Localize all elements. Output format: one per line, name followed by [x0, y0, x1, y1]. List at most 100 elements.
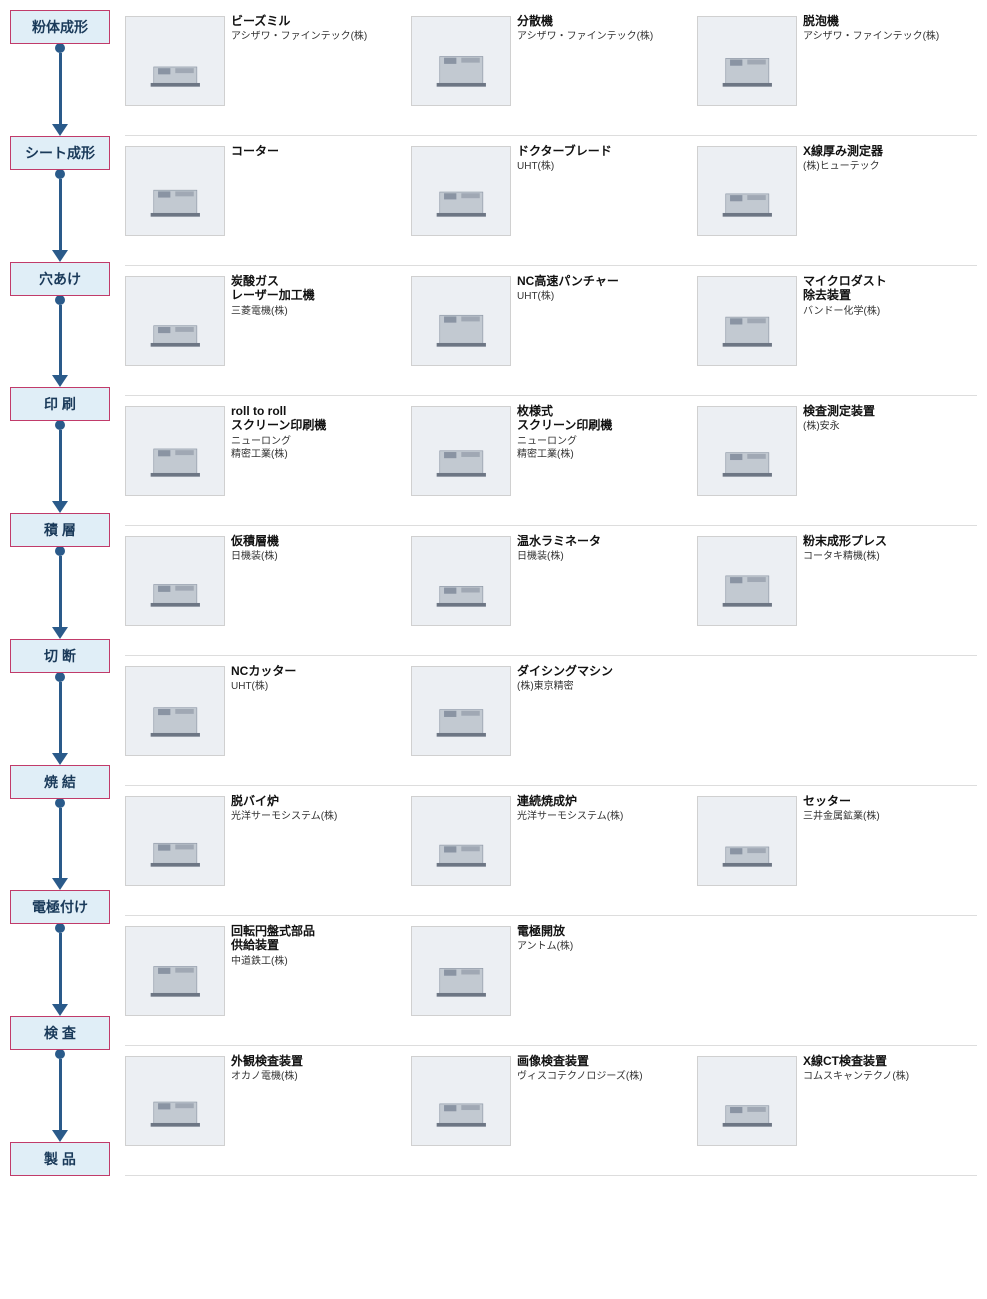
- equipment-company: アシザワ・ファインテック(株): [517, 30, 653, 43]
- equipment-row: 外観検査装置オカノ電機(株) 画像検査装置ヴィスコテクノロジーズ(株) X線CT…: [125, 1050, 977, 1176]
- machine-icon: [141, 160, 210, 222]
- arrow-down: [52, 1059, 68, 1142]
- flow-steps-column: 粉体成形 シート成形 穴あけ 印 刷 積 層 切 断 焼 結 電極付け 検 査 …: [10, 10, 110, 1176]
- machine-icon: [427, 290, 496, 352]
- equipment-title: X線厚み測定器: [803, 144, 883, 158]
- equipment-image: [125, 796, 225, 886]
- equipment-image: [411, 666, 511, 756]
- machine-icon: [427, 940, 496, 1002]
- equipment-company: 三菱電機(株): [231, 305, 315, 318]
- machine-icon: [713, 290, 782, 352]
- machine-icon: [427, 680, 496, 742]
- machine-icon: [427, 30, 496, 92]
- equipment-company: オカノ電機(株): [231, 1070, 303, 1083]
- equipment-company: ニューロング 精密工業(株): [517, 435, 612, 461]
- equipment-image: [697, 16, 797, 106]
- equipment-item: 外観検査装置オカノ電機(株): [125, 1050, 405, 1146]
- equipment-item: NC高速パンチャー UHT(株): [411, 270, 691, 366]
- equipment-item: セッター三井金属鉱業(株): [697, 790, 977, 886]
- step-printing: 印 刷: [10, 387, 110, 421]
- equipment-text: セッター三井金属鉱業(株): [803, 790, 880, 823]
- machine-icon: [141, 940, 210, 1002]
- machine-icon: [141, 1070, 210, 1132]
- equipment-image: [411, 796, 511, 886]
- equipment-title: NCカッター: [231, 664, 296, 678]
- equipment-title: roll to roll スクリーン印刷機: [231, 404, 326, 433]
- equipment-title: 脱バイ炉: [231, 794, 337, 808]
- equipment-item: ドクターブレードUHT(株): [411, 140, 691, 236]
- equipment-company: UHT(株): [231, 680, 296, 693]
- equipment-row: 回転円盤式部品 供給装置中道鉄工(株) 電極開放アントム(株): [125, 920, 977, 1046]
- equipment-item: 電極開放アントム(株): [411, 920, 691, 1016]
- equipment-title: コーター: [231, 144, 279, 158]
- equipment-image: [411, 16, 511, 106]
- machine-icon: [141, 290, 210, 352]
- machine-icon: [713, 420, 782, 482]
- arrow-down: [52, 556, 68, 639]
- equipment-title: 炭酸ガス レーザー加工機: [231, 274, 315, 303]
- equipment-title: X線CT検査装置: [803, 1054, 909, 1068]
- equipment-image: [697, 1056, 797, 1146]
- equipment-image: [697, 536, 797, 626]
- step-electrode: 電極付け: [10, 890, 110, 924]
- equipment-image: [125, 16, 225, 106]
- equipment-company: (株)ヒューテック: [803, 160, 883, 173]
- equipment-title: 枚様式 スクリーン印刷機: [517, 404, 612, 433]
- step-powder-forming: 粉体成形: [10, 10, 110, 44]
- equipment-text: 粉末成形プレスコータキ精機(株): [803, 530, 887, 563]
- equipment-company: 光洋サーモシステム(株): [231, 810, 337, 823]
- equipment-item: roll to roll スクリーン印刷機ニューロング 精密工業(株): [125, 400, 405, 496]
- equipment-image: [411, 536, 511, 626]
- equipment-title: 画像検査装置: [517, 1054, 643, 1068]
- equipment-text: 温水ラミネータ日機装(株): [517, 530, 601, 563]
- equipment-title: NC高速パンチャー: [517, 274, 619, 288]
- equipment-image: [697, 796, 797, 886]
- equipment-company: ヴィスコテクノロジーズ(株): [517, 1070, 643, 1083]
- equipment-item: ビーズミルアシザワ・ファインテック(株): [125, 10, 405, 106]
- equipment-image: [411, 146, 511, 236]
- equipment-text: 電極開放アントム(株): [517, 920, 573, 953]
- equipment-image: [125, 276, 225, 366]
- equipment-item: 温水ラミネータ日機装(株): [411, 530, 691, 626]
- machine-icon: [713, 1070, 782, 1132]
- equipment-title: 仮積層機: [231, 534, 279, 548]
- step-dot: [55, 798, 65, 808]
- equipment-item: X線CT検査装置コムスキャンテクノ(株): [697, 1050, 977, 1146]
- equipment-text: X線厚み測定器 (株)ヒューテック: [803, 140, 883, 173]
- step-dot: [55, 43, 65, 53]
- step-sheet-forming: シート成形: [10, 136, 110, 170]
- equipment-company: (株)安永: [803, 420, 875, 433]
- equipment-title: 回転円盤式部品 供給装置: [231, 924, 315, 953]
- step-sintering: 焼 結: [10, 765, 110, 799]
- arrow-down: [52, 808, 68, 891]
- equipment-title: 電極開放: [517, 924, 573, 938]
- equipment-company: コムスキャンテクノ(株): [803, 1070, 909, 1083]
- equipment-image: [125, 536, 225, 626]
- equipment-rows: ビーズミルアシザワ・ファインテック(株) 分散機アシザワ・ファインテック(株) …: [125, 10, 977, 1176]
- equipment-text: 分散機アシザワ・ファインテック(株): [517, 10, 653, 43]
- equipment-company: アシザワ・ファインテック(株): [231, 30, 367, 43]
- equipment-row: ビーズミルアシザワ・ファインテック(株) 分散機アシザワ・ファインテック(株) …: [125, 10, 977, 136]
- machine-icon: [141, 30, 210, 92]
- equipment-text: roll to roll スクリーン印刷機ニューロング 精密工業(株): [231, 400, 326, 461]
- equipment-text: ダイシングマシン(株)東京精密: [517, 660, 613, 693]
- step-dot: [55, 546, 65, 556]
- equipment-item: X線厚み測定器 (株)ヒューテック: [697, 140, 977, 236]
- equipment-image: [411, 406, 511, 496]
- equipment-company: アントム(株): [517, 940, 573, 953]
- arrow-down: [52, 430, 68, 513]
- step-inspection: 検 査: [10, 1016, 110, 1050]
- equipment-row: NCカッター UHT(株) ダイシングマシン(株)東京精密: [125, 660, 977, 786]
- machine-icon: [713, 160, 782, 222]
- machine-icon: [427, 1070, 496, 1132]
- equipment-title: セッター: [803, 794, 880, 808]
- step-drilling: 穴あけ: [10, 262, 110, 296]
- equipment-image: [697, 406, 797, 496]
- equipment-image: [697, 146, 797, 236]
- equipment-text: コーター: [231, 140, 279, 160]
- equipment-text: 回転円盤式部品 供給装置中道鉄工(株): [231, 920, 315, 968]
- equipment-company: アシザワ・ファインテック(株): [803, 30, 939, 43]
- equipment-company: UHT(株): [517, 290, 619, 303]
- machine-icon: [713, 810, 782, 872]
- machine-icon: [427, 810, 496, 872]
